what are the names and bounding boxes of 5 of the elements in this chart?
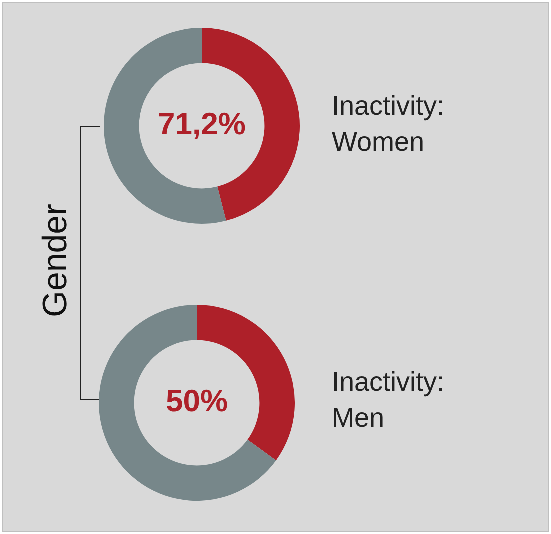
text: Inactivity: Women: [332, 90, 446, 159]
text: 50%: [166, 384, 228, 419]
text: 71,2%: [158, 106, 246, 142]
text: Gender: [36, 204, 76, 318]
text: Inactivity: Men: [332, 366, 446, 435]
